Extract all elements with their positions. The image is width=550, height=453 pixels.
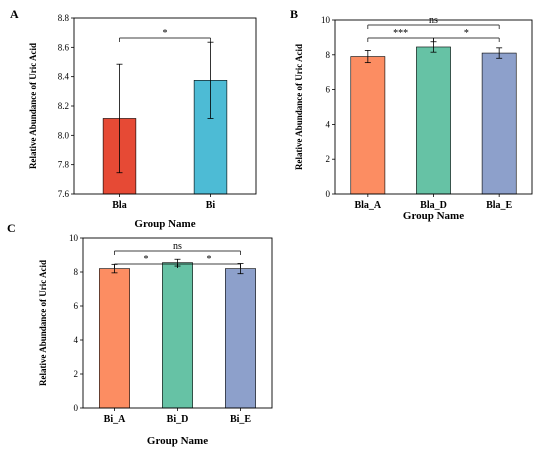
bar-bla_a — [350, 56, 386, 195]
error-bar-bla — [116, 63, 123, 174]
panel-letter: C — [7, 221, 16, 235]
y-tick-label: 8 — [74, 267, 79, 277]
y-tick-label: 8.0 — [58, 130, 70, 140]
panel-c: C Bi_A Bi_D Bi_E 0 2 4 6 8 10 Group Name Relative A… — [7, 221, 273, 447]
plot-frame — [334, 19, 533, 195]
y-tick-label: 2 — [326, 154, 331, 164]
significance-bracket — [433, 37, 500, 42]
error-bar-bi — [207, 41, 214, 119]
plot-frame — [82, 237, 273, 409]
error-bar-bla_a — [364, 50, 371, 64]
y-tick-label: 0 — [74, 403, 79, 413]
plot-frame — [73, 17, 257, 195]
y-tick-label: 6 — [74, 301, 79, 311]
significance-label: * — [464, 28, 469, 39]
y-tick-label: 6 — [326, 85, 331, 95]
error-bar-bla_e — [496, 47, 503, 59]
significance-label: ns — [429, 15, 438, 26]
y-tick-label: 10 — [321, 15, 331, 25]
category-label: Bla_D — [420, 200, 447, 211]
y-tick-label: 8.4 — [58, 72, 70, 82]
y-tick-label: 0 — [326, 189, 331, 199]
y-tick-label: 8 — [326, 50, 331, 60]
y-tick-label: 4 — [74, 335, 79, 345]
significance-label: * — [144, 254, 149, 265]
significance-label: * — [163, 28, 168, 39]
x-axis-label: Group Name — [403, 210, 464, 222]
category-label: Bi_D — [167, 414, 189, 425]
y-tick-label: 7.8 — [58, 160, 70, 170]
bar-bi_e — [225, 268, 256, 409]
y-tick-label: 10 — [69, 233, 79, 243]
y-tick-label: 7.6 — [58, 189, 70, 199]
panel-a: A Bla Bi 7.6 7.8 8.0 8.2 8.4 8.6 8.8 Group Name Rel… — [10, 7, 257, 230]
significance-label: ns — [173, 241, 182, 252]
bar-bla_d — [416, 46, 451, 195]
y-tick-label: 2 — [74, 369, 79, 379]
y-tick-label: 8.8 — [58, 13, 70, 23]
x-axis-label: Group Name — [134, 218, 195, 230]
bar-bi_a — [99, 268, 130, 409]
category-label: Bla_E — [486, 200, 512, 211]
y-tick-label: 4 — [326, 119, 331, 129]
panel-letter: A — [10, 7, 19, 21]
category-label: Bi_A — [104, 414, 126, 425]
significance-bracket — [114, 250, 241, 255]
bar-bla_e — [481, 52, 517, 195]
significance-bracket — [177, 263, 241, 268]
category-label: Bla_A — [354, 200, 381, 211]
category-label: Bi_E — [230, 414, 251, 425]
y-tick-label: 8.6 — [58, 42, 70, 52]
significance-bracket — [119, 37, 211, 42]
y-tick-label: 8.2 — [58, 101, 69, 111]
significance-label: * — [207, 254, 212, 265]
y-axis-label: Relative Abundance of Uric Acid — [294, 44, 304, 170]
y-axis-label: Relative Abundance of Uric Acid — [38, 260, 48, 386]
bar-bi_d — [162, 262, 193, 409]
significance-label: *** — [393, 28, 408, 39]
y-axis-label: Relative Abundance of Uric Acid — [28, 43, 38, 169]
significance-bracket — [367, 24, 500, 29]
x-axis-label: Group Name — [147, 435, 208, 447]
category-label: Bi — [206, 200, 216, 211]
panel-letter: B — [290, 7, 298, 21]
panel-b: B Bla_A Bla_D Bla_E 0 2 4 6 8 10 Group Name Relativ… — [290, 7, 533, 222]
category-label: Bla — [112, 200, 126, 211]
